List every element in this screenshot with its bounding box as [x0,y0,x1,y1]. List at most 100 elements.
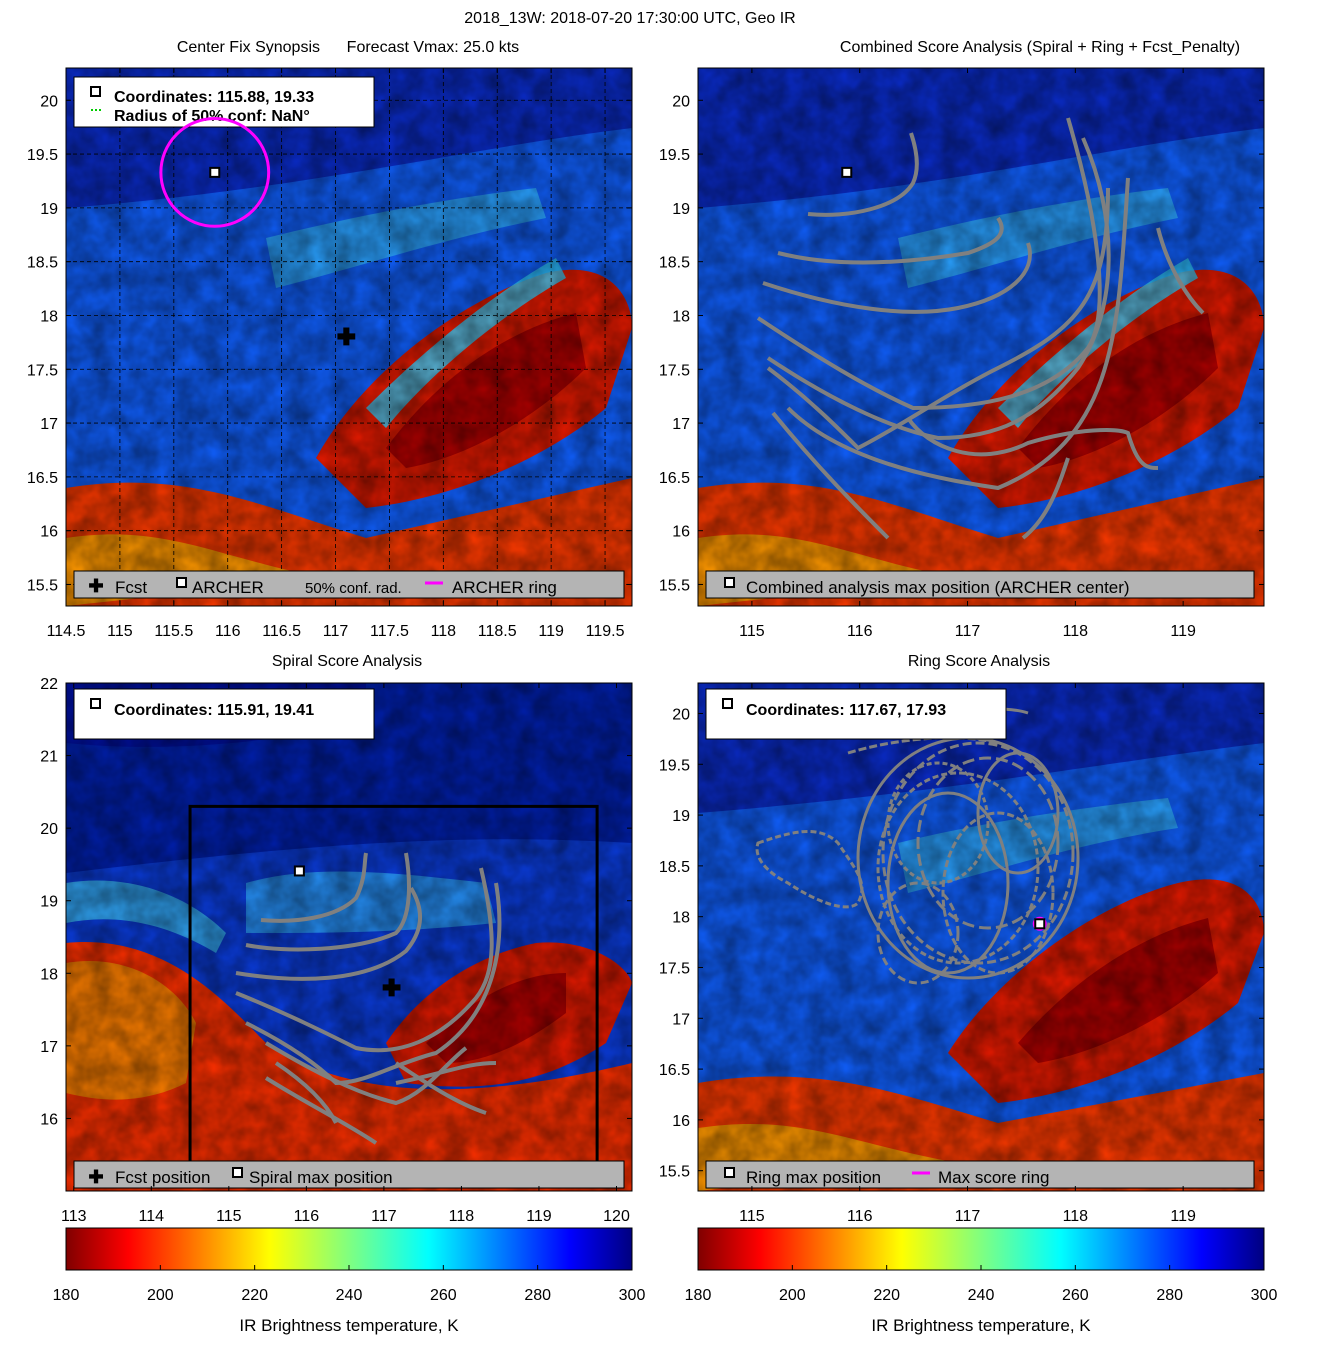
legend-fcst-position: Fcst position [115,1168,210,1187]
colorbar-tick-label: 200 [147,1287,174,1304]
x-tick-label: 116 [294,1208,320,1225]
y-tick-label: 18 [40,308,58,325]
x-tick-label: 115.5 [154,623,193,640]
x-tick-label: 114.5 [47,623,86,640]
colorbar-tick-label: 220 [241,1287,268,1304]
x-tick-label: 118 [1063,1208,1089,1225]
y-tick-label: 19.5 [659,757,690,774]
y-tick-label: 16.5 [659,470,690,487]
y-tick-label: 20 [40,821,58,838]
panel-title: Ring Score Analysis [908,653,1050,670]
combined-max-marker [841,166,853,178]
ir-image [698,683,1264,1191]
archer-ring [159,116,271,228]
y-tick-label: 19 [672,808,690,825]
forecast-marker: ✚ [382,975,400,1000]
x-tick-label: 118.5 [478,623,517,640]
axis-ticks: 114.5 115 115.5 116 116.5 117 117.5 118 118.5 119… [27,68,632,640]
x-tick-label: 114 [139,1208,165,1225]
y-tick-label: 18 [672,308,690,325]
colorbar-tick-label: 240 [336,1287,363,1304]
y-tick-label: 18.5 [27,255,58,272]
info-coordinates: Coordinates: 117.67, 17.93 [746,702,946,719]
colorbar-label: IR Brightness temperature, K [239,1316,459,1335]
legend [73,570,625,599]
x-tick-label: 119 [1170,1208,1196,1225]
legend [705,1160,1255,1189]
x-tick-label: 118 [431,623,457,640]
y-tick-label: 19.5 [659,147,690,164]
axes-frame [65,682,633,1192]
colorbar-tick-label: 280 [1156,1287,1183,1304]
x-tick-label: 116 [215,623,241,640]
y-tick-label: 19.5 [27,147,58,164]
forecast-marker: ✚ [337,325,355,350]
legend [705,570,1255,599]
colorbar-tick-label: 240 [968,1287,995,1304]
spiral-max-marker [293,865,305,877]
y-tick-label: 20 [672,706,690,723]
y-tick-label: 16 [672,524,690,541]
x-tick-label: 117 [371,1208,397,1225]
figure-title: 2018_13W: 2018-07-20 17:30:00 UTC, Geo I… [464,10,795,27]
y-tick-label: 16.5 [27,470,58,487]
fcst-legend-icon: ✚ [88,576,103,596]
archer-marker-icon [90,86,101,97]
legend-conf: 50% conf. rad. [305,580,402,597]
y-tick-label: 21 [40,749,58,766]
colorbar-left: 180 200 220 240 260 280 300 IR Brightness temp… [53,1227,645,1335]
y-tick-label: 16 [40,524,58,541]
info-coordinates: Coordinates: 115.91, 19.41 [114,702,314,719]
colorbar-gradient [65,1227,633,1271]
axes-frame [65,67,633,607]
archer-legend-icon [176,577,187,588]
colorbar-ticks: 180 200 220 240 260 280 300 [685,1265,1277,1304]
x-tick-label: 119 [1170,623,1196,640]
x-tick-label: 115 [216,1208,242,1225]
y-tick-label: 17 [672,416,690,433]
colorbar-tick-label: 200 [779,1287,806,1304]
fcst-legend-icon: ✚ [88,1167,103,1187]
legend-archer: ARCHER [192,578,264,597]
y-tick-label: 15.5 [659,577,690,594]
x-tick-label: 116 [847,1208,873,1225]
y-tick-label: 20 [672,93,690,110]
y-tick-label: 20 [40,93,58,110]
y-tick-label: 18 [40,966,58,983]
x-tick-label: 119 [526,1208,552,1225]
legend-combined: Combined analysis max position (ARCHER c… [746,578,1130,597]
panel-title: Spiral Score Analysis [272,653,422,670]
max-score-ring [1032,916,1047,931]
ir-image [66,683,632,1191]
x-tick-label: 116 [847,623,873,640]
y-tick-label: 15.5 [659,1164,690,1181]
colorbar-tick-label: 280 [524,1287,551,1304]
legend-ring-max: Ring max position [746,1168,881,1187]
y-tick-label: 16.5 [659,1062,690,1079]
ring-legend-icon [724,1167,735,1178]
axis-ticks: 115 116 117 118 119 15.5 16 16.5 17 17.5 18 18.5 19 1… [659,68,1264,640]
y-tick-label: 17 [40,1039,58,1056]
y-tick-label: 17 [672,1011,690,1028]
x-tick-label: 117 [955,1208,981,1225]
info-box [73,688,375,740]
x-tick-label: 115 [739,623,765,640]
archer-center-marker [209,166,221,178]
panel-title: Combined Score Analysis (Spiral + Ring +… [840,39,1240,56]
x-tick-label: 118 [449,1208,475,1225]
ir-image [66,68,632,606]
x-tick-label: 117.5 [370,623,409,640]
y-tick-label: 16 [40,1111,58,1128]
axis-ticks: 115 116 117 118 119 15.5 16 16.5 17 17.5 18 18.5 19 1… [659,683,1264,1225]
y-tick-label: 17 [40,416,58,433]
colorbar-tick-label: 180 [53,1287,80,1304]
axes-frame [697,67,1265,607]
legend-max-score-ring: Max score ring [938,1168,1049,1187]
x-tick-label: 119 [538,623,564,640]
y-tick-label: 19 [40,894,58,911]
y-tick-label: 18.5 [659,859,690,876]
colorbar-right: 180 200 220 240 260 280 300 IR Brightness temp… [685,1227,1277,1335]
y-tick-label: 18.5 [659,255,690,272]
colorbar-tick-label: 180 [685,1287,712,1304]
colorbar-ticks: 180 200 220 240 260 280 300 [53,1265,645,1304]
